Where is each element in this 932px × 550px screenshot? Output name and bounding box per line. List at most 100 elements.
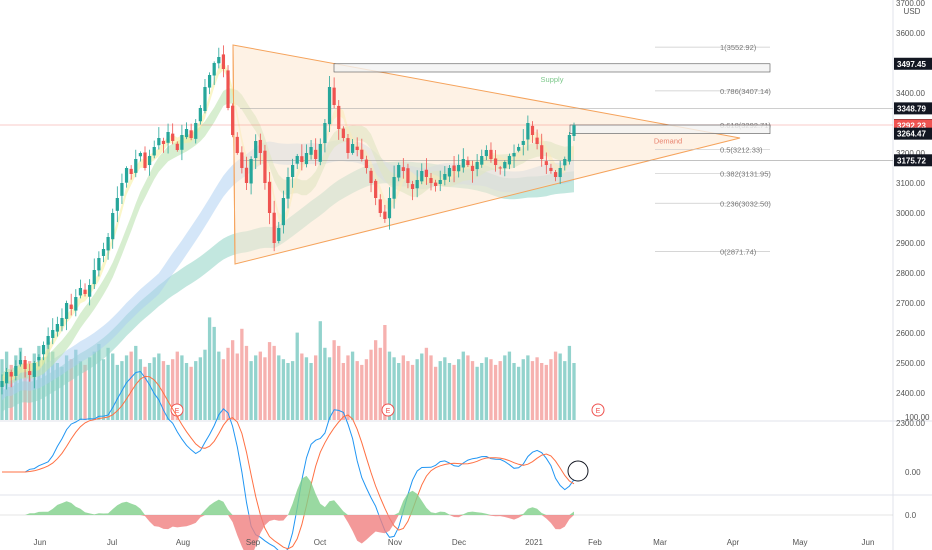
candle-body — [526, 123, 530, 140]
candle-body — [484, 150, 488, 157]
volume-bar — [346, 355, 350, 420]
price-tag-box — [894, 154, 932, 167]
candle-body — [129, 168, 133, 174]
candle-body — [175, 143, 179, 150]
month-label: Nov — [388, 538, 402, 547]
volume-bar — [480, 363, 484, 420]
candle-body — [332, 87, 336, 105]
candlesticks[interactable] — [0, 45, 576, 395]
candle-body — [60, 318, 64, 327]
candle-body — [535, 137, 539, 144]
price-tick-label: 2500.00 — [896, 359, 925, 368]
volume-bar — [350, 351, 355, 420]
macd-tick-label: 0.00 — [905, 468, 921, 477]
candle-body — [244, 167, 249, 183]
volume-bar — [355, 361, 359, 420]
volume-bar — [101, 359, 106, 420]
volume-bar — [314, 355, 318, 420]
volume-bar — [498, 361, 502, 420]
volume-bar — [360, 364, 364, 420]
price-tag-label: 3175.72 — [897, 156, 926, 165]
volume-bar — [457, 359, 461, 420]
candle-body — [512, 153, 516, 157]
volume-bar — [535, 357, 539, 420]
volume-bar — [447, 363, 452, 420]
month-label: Jun — [862, 538, 875, 547]
volume-bar — [530, 361, 535, 420]
volume-bar — [503, 355, 507, 420]
candle-body — [323, 123, 327, 144]
drawings[interactable]: 1(3552.92)0.786(3407.14)0.618(3292.71)0.… — [0, 43, 893, 265]
volume-bar — [406, 361, 410, 420]
volume-bar — [129, 351, 133, 420]
candle-body — [549, 167, 553, 171]
volume-bar — [387, 351, 392, 420]
zone-box — [569, 124, 771, 134]
volume-bar — [563, 361, 567, 420]
volume-bar — [378, 347, 382, 420]
volume-bar — [337, 345, 341, 420]
volume-bar — [235, 353, 239, 420]
candle-body — [433, 182, 438, 186]
candle-body — [46, 336, 50, 345]
volume-bar — [369, 349, 373, 420]
candle-body — [286, 177, 290, 199]
month-label: Aug — [176, 538, 190, 547]
volume-bar — [493, 364, 498, 420]
candle-body — [226, 70, 230, 108]
candle-body — [14, 366, 18, 376]
candle-body — [184, 129, 189, 138]
price-axis[interactable]: USD3700.003600.003500.003400.003300.0032… — [894, 0, 932, 428]
volume-bar — [230, 340, 235, 420]
histogram-tick-label: 0.0 — [905, 511, 917, 520]
candle-body — [563, 159, 567, 166]
candle-body — [272, 212, 276, 243]
volume-bar — [323, 347, 327, 420]
candle-body — [401, 167, 405, 171]
price-tag-label: 3497.45 — [897, 60, 926, 69]
candle-body — [383, 211, 387, 219]
candle-body — [517, 147, 521, 151]
volume-bar — [111, 353, 115, 420]
candle-body — [410, 184, 415, 189]
volume-bar — [489, 359, 493, 420]
candle-body — [355, 146, 359, 150]
candle-body — [498, 167, 502, 169]
candle-body — [350, 144, 355, 153]
month-label: Jun — [34, 538, 47, 547]
volume-bar — [272, 345, 276, 420]
time-axis[interactable]: Jun Jul Aug Sep Oct Nov Dec 2021 Feb Mar Apr May Jun — [34, 538, 875, 547]
candle-body — [203, 87, 207, 111]
zone-label: Supply — [541, 75, 564, 84]
candle-body — [180, 135, 184, 150]
candle-body — [374, 180, 378, 198]
candle-body — [267, 181, 272, 213]
candle-body — [314, 149, 318, 159]
candle-body — [360, 149, 364, 159]
price-tag-box — [894, 102, 932, 115]
candle-body — [64, 303, 69, 319]
volume-bar — [286, 363, 290, 420]
volume-bar — [438, 361, 442, 420]
candle-body — [78, 288, 83, 296]
price-tick-label: 2900.00 — [896, 239, 925, 248]
candle-body — [212, 63, 216, 76]
currency-label: USD — [904, 7, 921, 16]
candle-body — [521, 141, 525, 145]
volume-bar — [180, 355, 184, 420]
candle-body — [572, 125, 576, 137]
zone-label: Demand — [654, 137, 682, 146]
candle-body — [120, 183, 124, 196]
candle-body — [111, 213, 115, 240]
month-label: May — [792, 538, 807, 547]
candle-body — [327, 87, 332, 125]
candle-body — [235, 136, 239, 153]
candle-body — [438, 180, 442, 185]
candle-body — [397, 165, 401, 178]
candle-body — [217, 57, 221, 64]
price-tag-label: 3292.23 — [897, 121, 926, 130]
volume-bar — [392, 357, 396, 420]
fastest-ribbon — [2, 61, 574, 386]
candle-body — [69, 304, 73, 309]
